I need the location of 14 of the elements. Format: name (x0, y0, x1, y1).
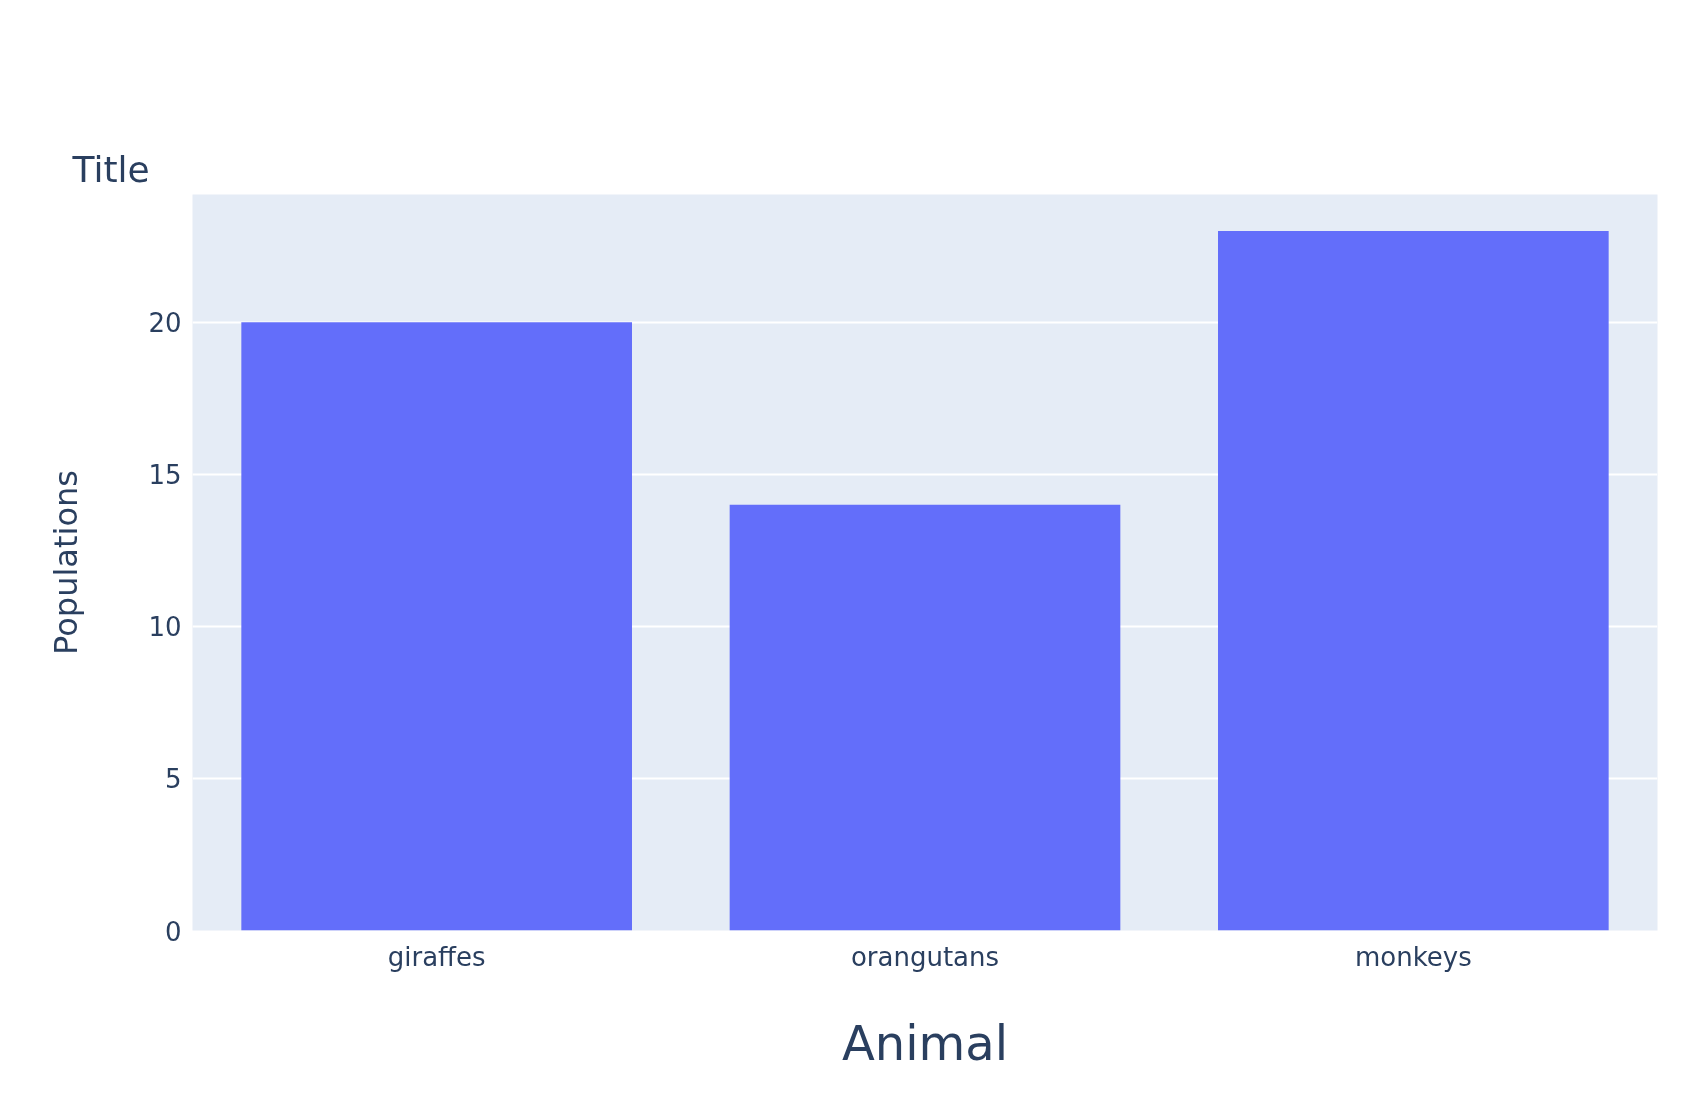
x-axis-title: Animal (841, 1014, 1009, 1071)
y-axis-title: Populations (47, 470, 86, 655)
y-tick-label: 10 (148, 612, 182, 643)
y-tick-label: 5 (164, 764, 182, 795)
bar (241, 322, 632, 931)
chart-title: Title (71, 148, 150, 190)
y-tick-label: 0 (164, 916, 182, 947)
y-tick-label: 20 (148, 308, 182, 339)
x-tick-label: orangutans (850, 941, 1000, 972)
x-tick-label: monkeys (1354, 941, 1472, 972)
bar (1218, 231, 1609, 931)
x-tick-label: giraffes (387, 941, 486, 972)
y-tick-label: 15 (148, 460, 182, 491)
bar (729, 504, 1121, 931)
